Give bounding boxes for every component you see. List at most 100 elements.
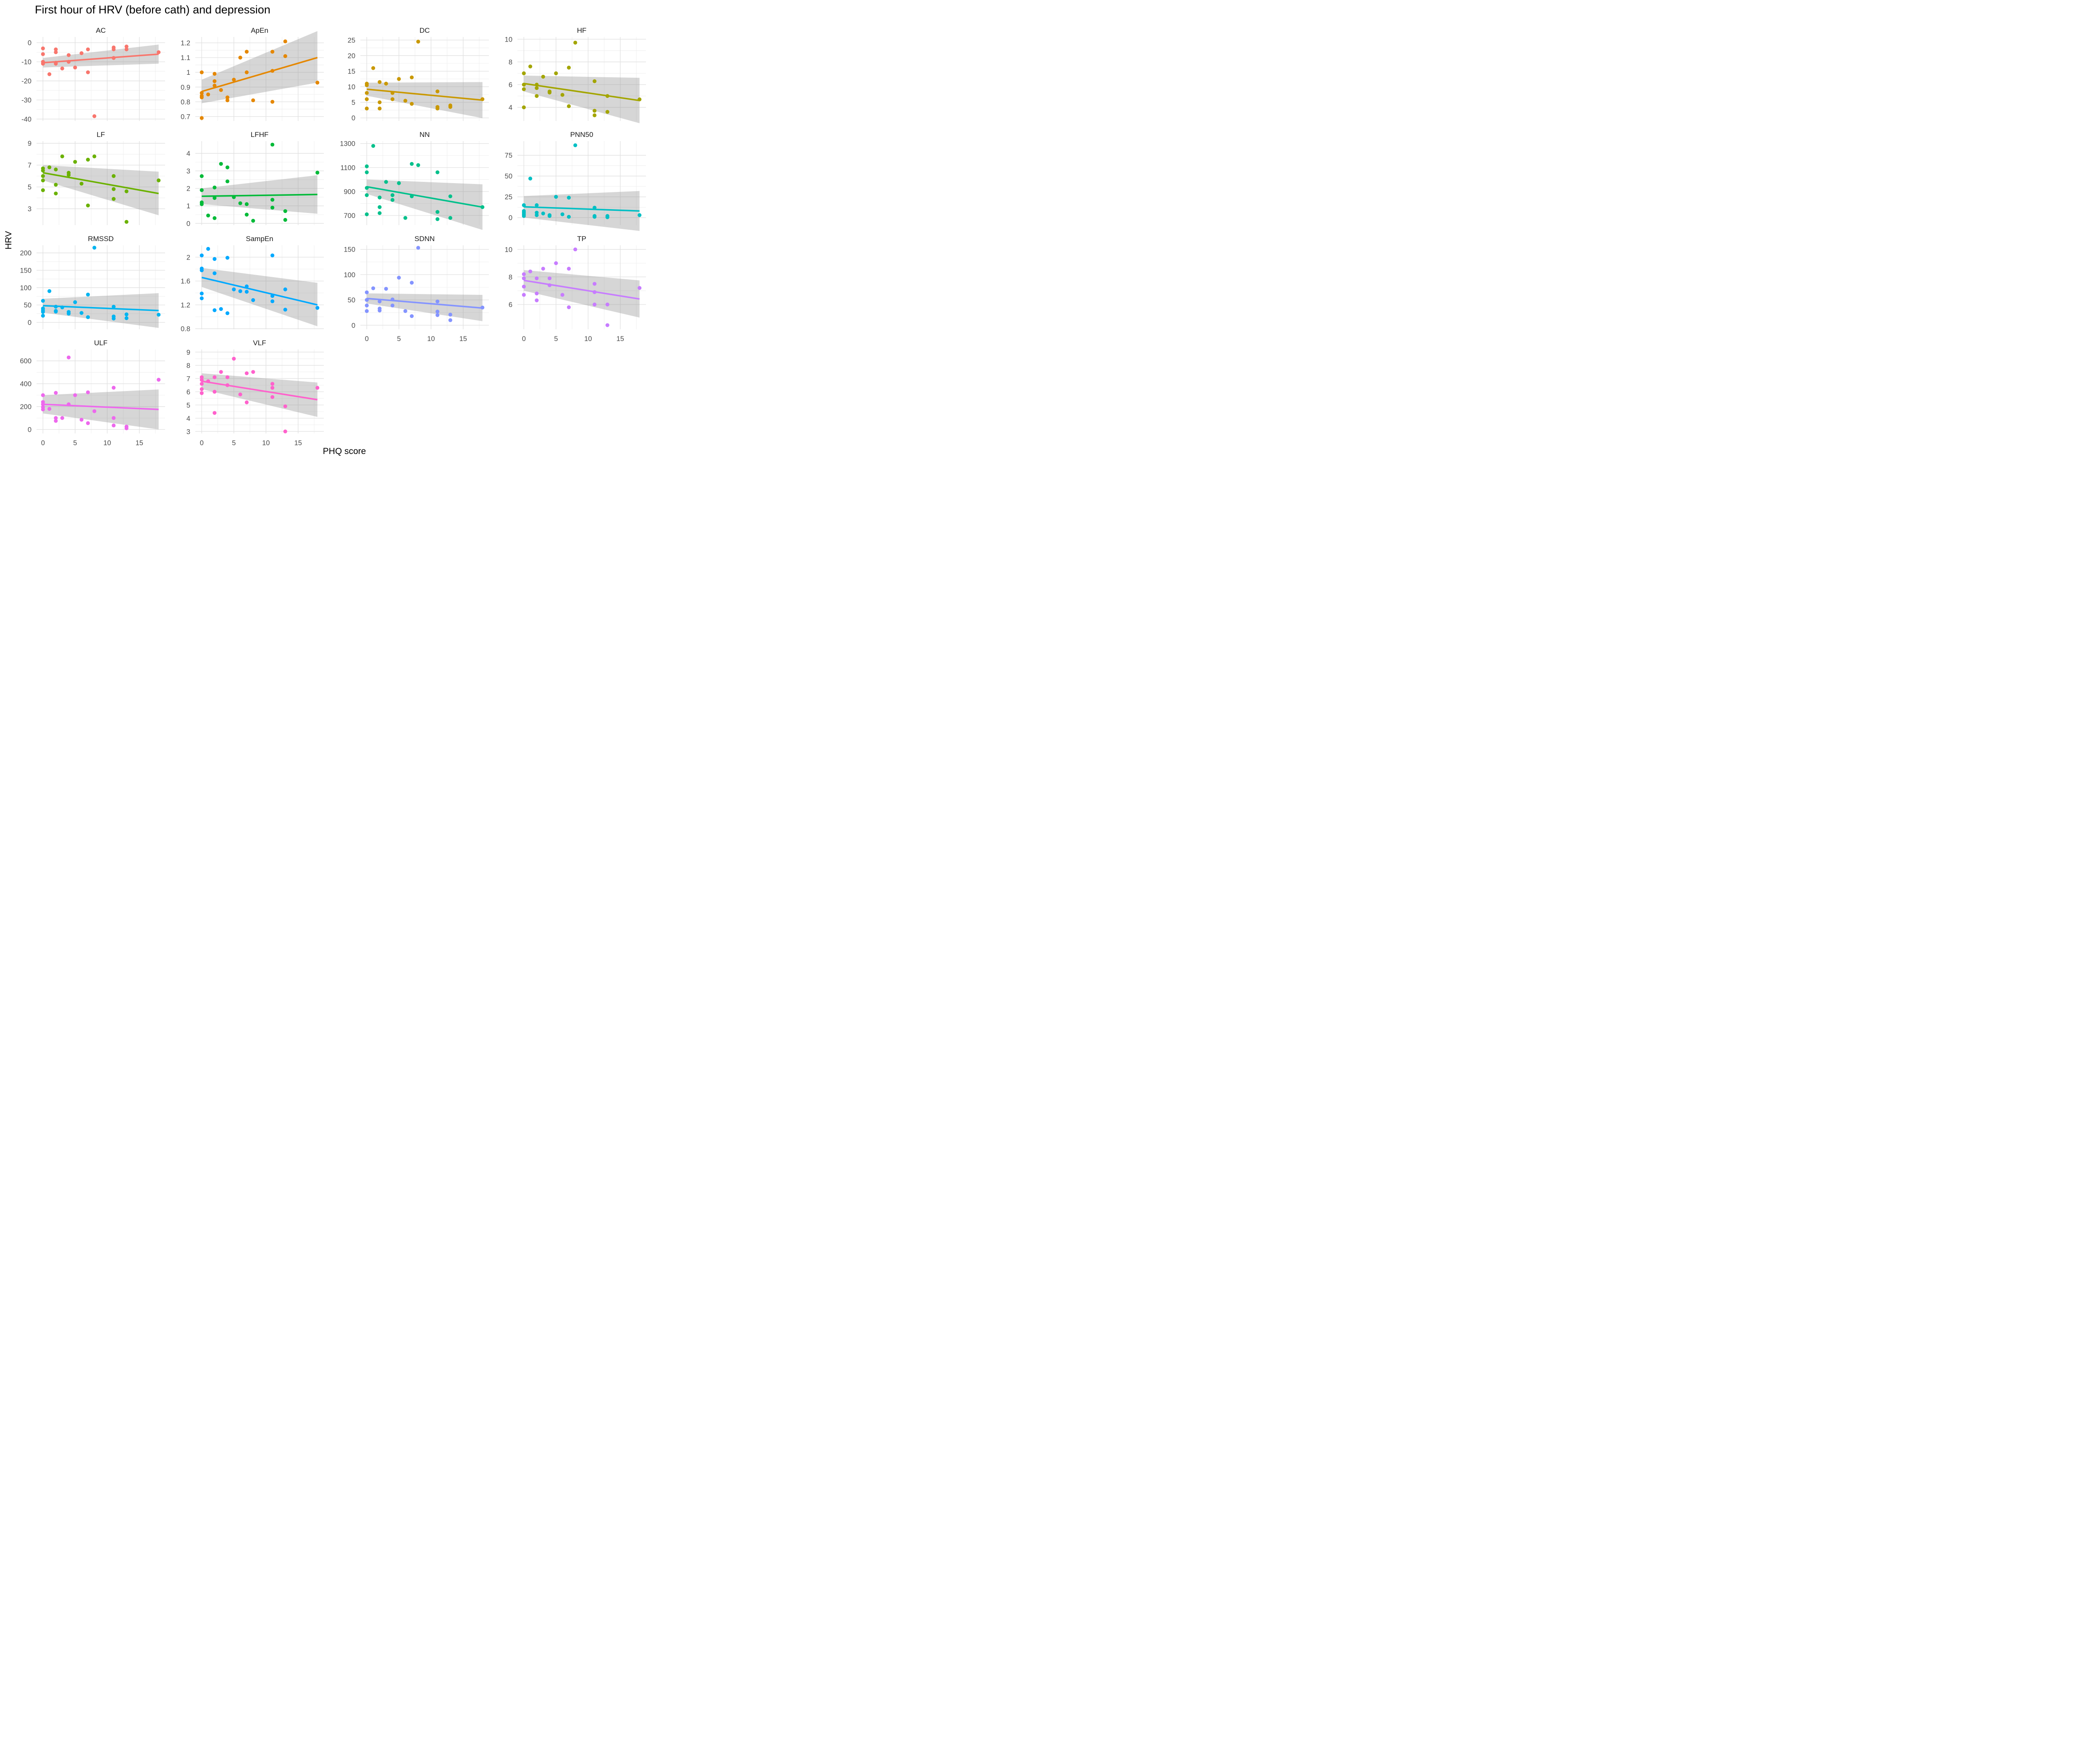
data-point	[54, 310, 58, 314]
data-point	[390, 198, 395, 202]
data-point	[157, 178, 161, 183]
x-tick-label: 5	[554, 335, 558, 343]
data-point	[213, 411, 217, 415]
confidence-band	[524, 270, 640, 318]
data-point	[200, 296, 204, 300]
data-point	[244, 290, 249, 294]
y-tick-label: 10	[505, 36, 512, 43]
data-point	[397, 276, 401, 280]
data-point	[112, 316, 116, 320]
x-axis-title: PHQ score	[323, 446, 366, 456]
data-point	[365, 303, 369, 307]
data-point	[567, 104, 571, 108]
data-point	[200, 391, 204, 395]
data-point	[41, 393, 45, 397]
data-point	[244, 371, 249, 375]
y-tick-label: 3	[186, 168, 190, 175]
y-tick-label: 0	[352, 115, 355, 122]
y-tick-label: 50	[348, 297, 355, 304]
data-point	[541, 74, 545, 79]
data-point	[397, 77, 401, 81]
data-point	[225, 98, 230, 102]
x-tick-label: 10	[262, 439, 270, 447]
y-tick-label: 150	[20, 267, 32, 275]
data-point	[244, 50, 249, 54]
data-point	[605, 110, 609, 114]
data-point	[86, 292, 90, 297]
y-tick-label: 5	[28, 184, 32, 191]
data-point	[448, 312, 452, 317]
data-point	[232, 78, 236, 82]
data-point	[86, 203, 90, 207]
data-point	[410, 314, 414, 318]
fit-line	[366, 186, 483, 208]
data-point	[225, 256, 230, 260]
y-tick-label: 1300	[340, 140, 355, 148]
y-tick-label: 0.9	[181, 84, 190, 91]
data-point	[41, 178, 45, 183]
confidence-band	[43, 389, 159, 430]
data-point	[573, 40, 578, 45]
fit-line	[43, 403, 159, 410]
data-point	[403, 309, 407, 313]
data-point	[270, 50, 275, 54]
data-point	[283, 39, 287, 44]
fit-line	[524, 206, 640, 212]
data-point	[410, 281, 414, 285]
facet-tp: TP 6 8 10 0 5 10 15	[505, 235, 646, 343]
data-point	[541, 211, 545, 215]
data-point	[54, 416, 58, 420]
x-tick-label: 0	[41, 439, 45, 447]
data-point	[554, 195, 558, 199]
data-point	[73, 393, 77, 397]
data-point	[365, 164, 369, 168]
data-point	[54, 62, 58, 66]
x-tick-label: 10	[103, 439, 111, 447]
data-point	[251, 98, 255, 102]
y-tick-label: 0	[28, 319, 32, 326]
y-tick-label: 0	[28, 39, 32, 47]
fit-line	[201, 276, 318, 306]
data-point	[112, 386, 116, 390]
facet-label-hf: HF	[577, 26, 587, 34]
data-point	[547, 276, 552, 281]
data-point	[124, 45, 129, 49]
data-point	[206, 92, 210, 97]
data-point	[378, 106, 382, 110]
confidence-band	[202, 373, 318, 417]
data-point	[225, 179, 230, 184]
facet-dc: DC 0 5 10 15 20 25	[348, 26, 489, 122]
data-point	[86, 70, 90, 74]
data-point	[283, 429, 287, 433]
y-tick-label: 9	[28, 140, 32, 147]
y-tick-label: 0.7	[181, 113, 190, 121]
data-point	[436, 310, 440, 314]
data-point	[206, 247, 210, 251]
data-point	[522, 71, 526, 76]
y-tick-label: 0	[28, 426, 32, 433]
y-tick-label: 0	[509, 214, 512, 222]
y-tick-label: 0	[186, 220, 190, 228]
x-tick-label: 0	[200, 439, 204, 447]
y-tick-label: 1.2	[181, 302, 190, 309]
facet-ulf: ULF 0 200 400 600 0 5 10 15	[20, 339, 165, 447]
data-point	[41, 188, 45, 192]
data-point	[522, 272, 526, 276]
data-point	[567, 305, 571, 310]
facet-lf: LF 3 5 7 9	[28, 131, 165, 225]
data-point	[213, 271, 217, 276]
data-point	[225, 375, 230, 379]
data-point	[605, 323, 609, 327]
data-point	[238, 201, 242, 205]
data-point	[397, 181, 401, 185]
data-point	[238, 289, 242, 293]
data-point	[436, 210, 440, 214]
data-point	[436, 89, 440, 94]
data-point	[638, 213, 642, 217]
data-point	[270, 253, 275, 257]
x-tick-label: 5	[397, 335, 401, 343]
data-point	[157, 50, 161, 54]
data-point	[365, 83, 369, 87]
x-tick-label: 5	[232, 439, 236, 447]
data-point	[124, 189, 129, 194]
